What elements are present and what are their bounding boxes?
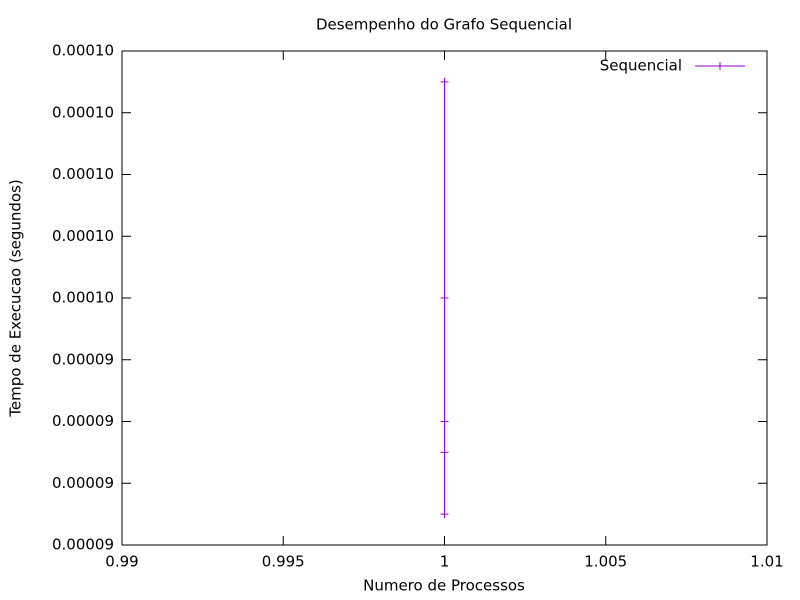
y-tick-label: 0.00010 — [52, 165, 114, 183]
x-tick-label: 0.995 — [262, 553, 305, 571]
x-tick-label: 0.99 — [105, 553, 138, 571]
x-tick-label: 1 — [440, 553, 450, 571]
y-tick-label: 0.00009 — [52, 412, 114, 430]
x-axis-label: Numero de Processos — [363, 577, 525, 595]
point — [440, 417, 449, 426]
legend-label: Sequencial — [600, 57, 682, 75]
y-axis-label: Tempo de Execucao (segundos) — [7, 179, 25, 418]
y-tick-label: 0.00009 — [52, 536, 114, 554]
chart-title: Desempenho do Grafo Sequencial — [316, 16, 572, 34]
point — [440, 510, 449, 519]
y-tick-label: 0.00010 — [52, 103, 114, 121]
y-tick-label: 0.00010 — [52, 227, 114, 245]
x-tick-label: 1.01 — [750, 553, 783, 571]
y-tick-label: 0.00009 — [52, 474, 114, 492]
y-tick-label: 0.00009 — [52, 350, 114, 368]
legend-marker — [716, 62, 724, 70]
point — [440, 294, 449, 302]
point — [440, 448, 449, 457]
point — [440, 77, 449, 86]
y-tick-label: 0.00010 — [52, 289, 114, 307]
y-tick-label: 0.00010 — [52, 42, 114, 60]
x-tick-label: 1.005 — [584, 553, 627, 571]
